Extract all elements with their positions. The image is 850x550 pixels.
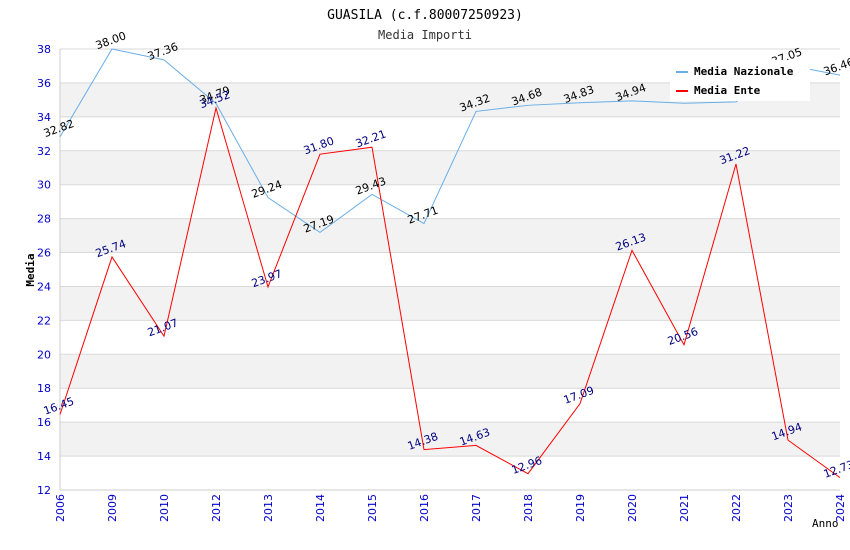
x-tick-label: 2022 [730,494,743,522]
legend-box [670,60,810,101]
x-tick-label: 2013 [262,494,275,522]
y-tick-label: 24 [37,280,51,293]
data-label-media-ente: 20.56 [666,325,700,348]
x-tick-label: 2012 [210,494,223,522]
x-tick-label: 2014 [314,494,327,522]
x-tick-label: 2015 [366,494,379,522]
y-axis-label: Media [24,253,37,286]
legend-label-media-nazionale: Media Nazionale [694,65,794,78]
y-tick-label: 34 [37,111,51,124]
y-tick-label: 28 [37,213,51,226]
x-tick-label: 2024 [834,494,847,522]
band-18 [60,354,840,389]
y-tick-label: 14 [37,450,51,463]
x-tick-labels: 2006 2009 2010 2012 2013 2014 2015 2016 2017 2018… [54,494,847,522]
x-tick-label: 2019 [574,494,587,522]
band-22 [60,286,840,321]
chart-title: GUASILA (c.f.80007250923) [327,8,523,23]
legend-label-media-ente: Media Ente [694,84,761,97]
background-bands [60,82,840,457]
x-tick-label: 2010 [158,494,171,522]
x-tick-label: 2009 [106,494,119,522]
x-tick-label: 2017 [470,494,483,522]
legend: Media Nazionale Media Ente [670,60,810,101]
data-label-media-ente: 16.45 [42,395,76,418]
series-line-media-ente [59,106,841,479]
y-tick-label: 16 [37,416,51,429]
y-tick-label: 32 [37,145,51,158]
gridlines [60,48,840,491]
y-tick-label: 18 [37,382,51,395]
y-tick-label: 26 [37,247,51,260]
x-tick-label: 2006 [54,494,67,522]
data-label-media-nazionale: 36.46 [822,55,850,78]
series-line-media-nazionale [59,48,841,233]
chart-subtitle: Media Importi [378,28,472,42]
y-tick-label: 22 [37,314,51,327]
y-tick-labels: 12 14 16 18 20 22 24 26 28 30 32 34 36 38 [37,43,51,497]
x-tick-label: 2023 [782,494,795,522]
x-tick-label: 2018 [522,494,535,522]
data-label-media-ente: 12.73 [822,458,850,481]
y-tick-label: 38 [37,43,51,56]
y-tick-label: 12 [37,484,51,497]
x-tick-label: 2016 [418,494,431,522]
y-tick-label: 20 [37,348,51,361]
y-tick-label: 30 [37,179,51,192]
x-axis-label: Anno [812,517,839,530]
y-tick-label: 36 [37,77,51,90]
band-26 [60,218,840,253]
series-lines [59,48,841,479]
axes [59,49,840,491]
x-tick-label: 2021 [678,494,691,522]
x-tick-label: 2020 [626,494,639,522]
band-14 [60,422,840,457]
